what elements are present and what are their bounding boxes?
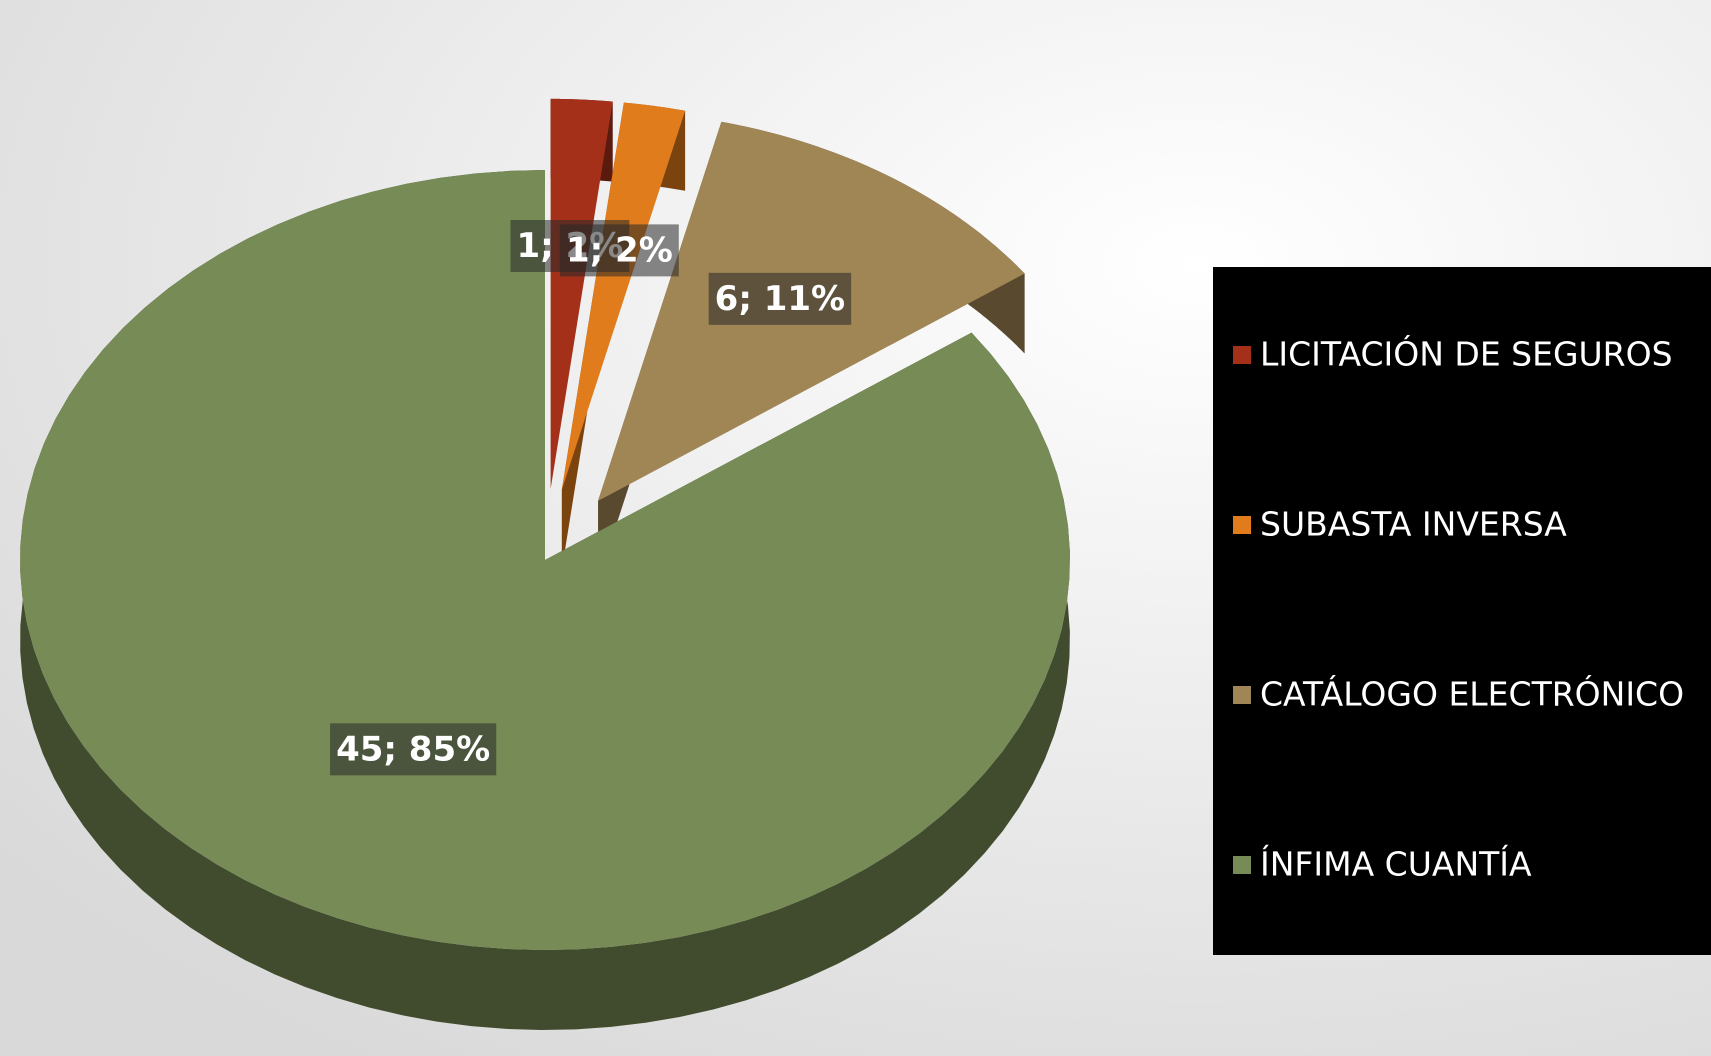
slice bbox=[561, 102, 686, 490]
legend-box bbox=[1213, 267, 1711, 955]
slice-tops bbox=[20, 98, 1070, 950]
legend-label: SUBASTA INVERSA bbox=[1260, 505, 1567, 544]
legend-label: LICITACIÓN DE SEGUROS bbox=[1260, 334, 1673, 374]
legend-swatch bbox=[1233, 516, 1251, 534]
data-label-bg bbox=[559, 224, 679, 277]
legend-swatch bbox=[1233, 686, 1251, 704]
legend-label: ÍNFIMA CUANTÍA bbox=[1260, 844, 1532, 884]
legend-label: CATÁLOGO ELECTRÓNICO bbox=[1260, 674, 1684, 714]
data-label: 1; 2% bbox=[566, 230, 673, 270]
slice bbox=[550, 98, 613, 489]
legend-swatch bbox=[1233, 856, 1251, 874]
data-label: 45; 85% bbox=[336, 729, 490, 769]
legend-swatch bbox=[1233, 346, 1251, 364]
data-label-bg bbox=[330, 723, 497, 776]
slice bbox=[20, 170, 1070, 950]
data-label: 6; 11% bbox=[715, 279, 845, 319]
data-label-bg bbox=[708, 272, 852, 325]
